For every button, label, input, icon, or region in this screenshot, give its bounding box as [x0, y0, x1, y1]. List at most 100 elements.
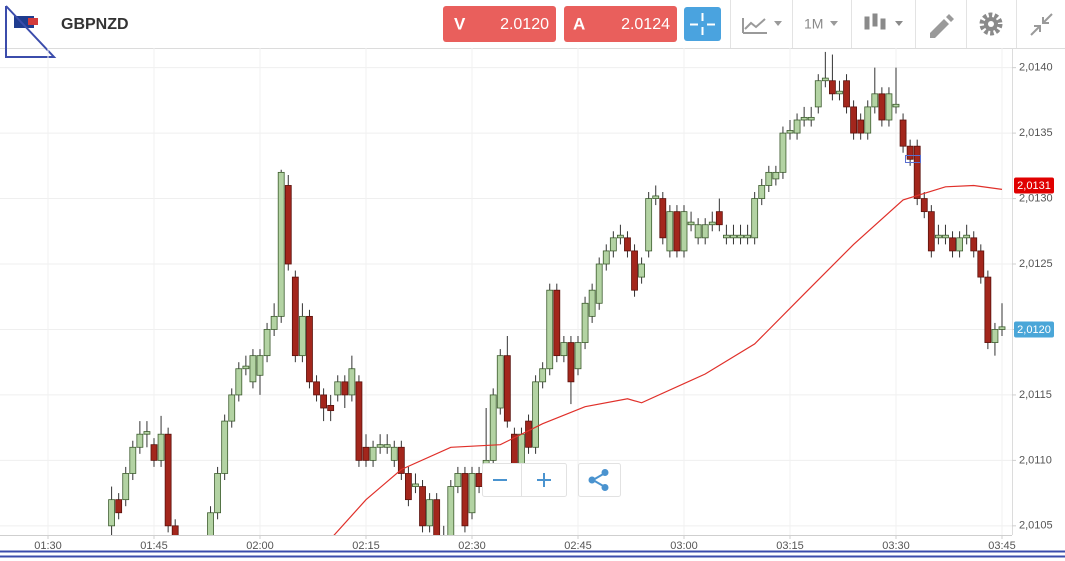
candle-body	[595, 263, 603, 304]
share-icon[interactable]	[601, 484, 609, 491]
candle-body	[737, 234, 744, 239]
candle-body	[758, 185, 766, 199]
sell-button-bg[interactable]	[443, 6, 556, 42]
candle-body	[539, 368, 547, 383]
x-tick-label: 01:30	[34, 540, 62, 552]
candle-body	[680, 211, 688, 252]
candle-icon[interactable]	[872, 13, 878, 27]
buy-label[interactable]: A	[573, 14, 585, 33]
price-label: 2,0120	[1017, 324, 1051, 336]
candle-body	[157, 433, 165, 461]
candle-body	[298, 315, 306, 357]
chart-style-button[interactable]	[742, 18, 782, 34]
candle-body	[525, 420, 532, 448]
candle-body	[574, 342, 582, 370]
x-tick-label: 02:00	[246, 540, 274, 552]
collapse-button[interactable]	[1030, 13, 1053, 36]
share-icon[interactable]	[601, 469, 609, 476]
candle-body	[122, 473, 130, 501]
candle-body	[560, 342, 568, 357]
candle-body	[659, 198, 667, 239]
candle-body	[150, 444, 158, 461]
candle-body	[913, 145, 921, 199]
candle-body	[786, 130, 794, 134]
candle-body	[800, 116, 808, 121]
gear-teeth[interactable]	[979, 12, 1003, 36]
candle-body	[426, 499, 434, 527]
price-label-box	[1014, 321, 1054, 338]
candle-body	[164, 433, 172, 527]
candle-body	[666, 211, 674, 252]
caret[interactable]	[895, 21, 903, 26]
candle-body	[927, 211, 935, 252]
candle-body	[673, 211, 681, 252]
candle-body	[461, 473, 469, 527]
caret[interactable]	[830, 21, 838, 26]
crosshair-button-bg[interactable]	[684, 7, 721, 41]
candle-body	[892, 103, 900, 108]
candle-body	[341, 381, 349, 396]
candle-body	[864, 106, 872, 134]
candle-body	[306, 315, 313, 383]
candle-body	[136, 433, 144, 448]
zoom-in-button[interactable]	[537, 473, 551, 487]
candle-body	[447, 486, 455, 535]
crosshair-icon[interactable]	[690, 13, 715, 35]
candle-icon[interactable]	[880, 18, 886, 30]
candle-body	[567, 342, 575, 383]
y-tick-label: 2,0130	[1019, 192, 1053, 204]
candle-body	[334, 381, 342, 396]
candle-body	[977, 250, 985, 278]
candle-body	[369, 446, 377, 461]
candle-body	[419, 486, 426, 527]
candle-body	[433, 499, 441, 535]
settings-button[interactable]	[979, 12, 1003, 36]
candle-body	[857, 119, 865, 134]
candle-body	[468, 473, 476, 514]
y-tick-label: 2,0115	[1019, 389, 1052, 401]
gear-hole[interactable]	[988, 21, 994, 27]
y-tick-label: 2,0135	[1019, 127, 1053, 139]
candle-body	[624, 237, 631, 252]
x-tick-label: 02:45	[564, 540, 592, 552]
sell-button[interactable]: V 2.0120	[443, 6, 556, 42]
candle-body	[935, 234, 942, 239]
candle-body	[412, 483, 419, 487]
share-button[interactable]	[588, 469, 609, 491]
share-box[interactable]	[578, 463, 621, 497]
candle-body	[355, 381, 363, 461]
draw-button[interactable]	[930, 14, 954, 38]
candle-type-button[interactable]	[864, 13, 903, 30]
timeframe[interactable]: 1M	[804, 16, 823, 32]
share-icon[interactable]	[588, 476, 596, 484]
sell-price[interactable]: 2.0120	[500, 16, 549, 33]
candle-body	[362, 446, 370, 461]
sell-label[interactable]: V	[454, 14, 466, 33]
candle-icon[interactable]	[864, 16, 870, 30]
timeframe-button[interactable]: 1M	[804, 16, 838, 32]
x-tick-label: 03:00	[670, 540, 698, 552]
candle-body	[313, 381, 320, 396]
marker	[905, 155, 921, 163]
buy-button-bg[interactable]	[564, 6, 677, 42]
candle-body	[694, 224, 702, 239]
buy-price[interactable]: 2.0124	[621, 16, 670, 33]
candle-body	[609, 237, 617, 252]
axes: 2,01052,01102,01152,01202,01252,01302,01…	[34, 62, 1054, 552]
caret[interactable]	[774, 21, 782, 26]
crosshair-button[interactable]	[684, 7, 721, 41]
candle-body	[242, 365, 250, 370]
candle-body	[708, 221, 716, 226]
y-tick-label: 2,0125	[1019, 258, 1053, 270]
buy-button[interactable]: A 2.0124	[564, 6, 677, 42]
x-tick-label: 03:45	[988, 540, 1016, 552]
x-tick-label: 03:30	[882, 540, 910, 552]
y-tick-label: 2,0110	[1019, 454, 1052, 466]
candle-body	[115, 499, 123, 514]
candle-body	[404, 473, 412, 501]
candle-body	[108, 499, 115, 527]
candle-body	[793, 119, 801, 134]
line-chart-icon[interactable]	[742, 18, 767, 34]
candle-body	[836, 90, 843, 95]
